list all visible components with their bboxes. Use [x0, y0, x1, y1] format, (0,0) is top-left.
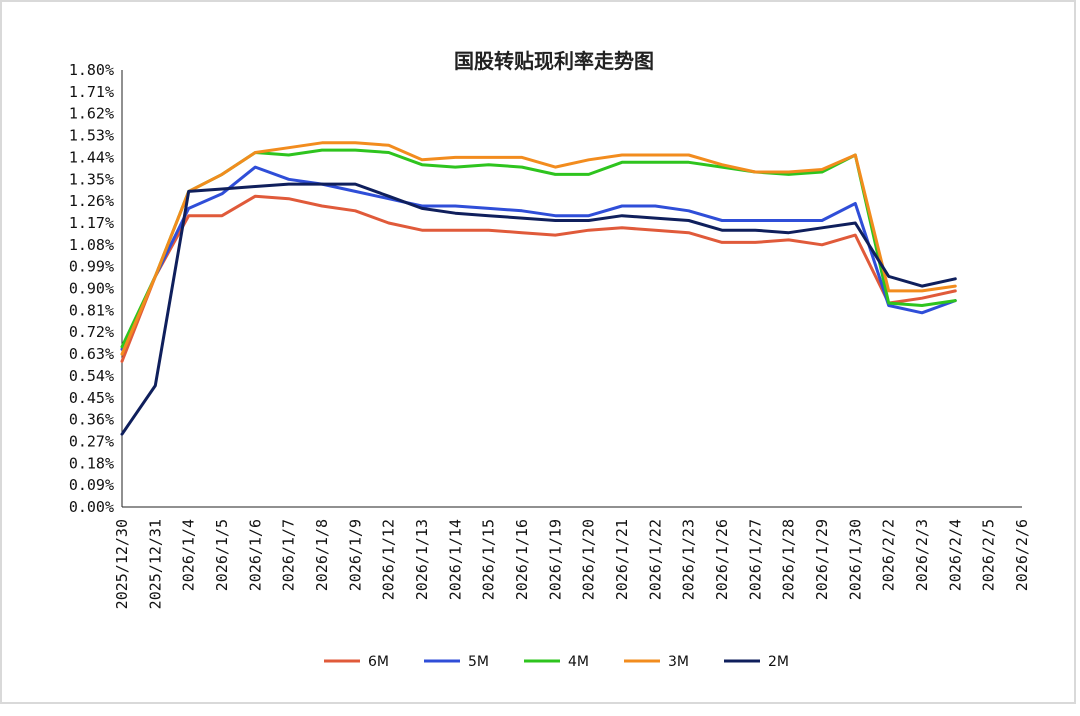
y-tick-label: 1.53% — [69, 127, 114, 145]
x-tick-label: 2026/1/30 — [846, 519, 864, 600]
y-tick-label: 0.99% — [69, 258, 114, 276]
x-tick-label: 2026/1/12 — [380, 519, 398, 600]
x-tick-label: 2026/1/4 — [180, 519, 198, 591]
x-tick-label: 2026/1/8 — [313, 519, 331, 591]
y-tick-label: 1.71% — [69, 83, 114, 101]
y-tick-label: 1.17% — [69, 214, 114, 232]
legend: 6M 5M 4M 3M 2M — [324, 654, 789, 670]
x-tick-label: 2026/1/21 — [613, 519, 631, 600]
y-tick-label: 0.45% — [69, 389, 114, 407]
x-tick-label: 2026/2/3 — [913, 519, 931, 591]
legend-label-6M: 6M — [368, 654, 389, 670]
series-line-6M — [120, 194, 957, 363]
x-tick-label: 2026/1/14 — [446, 519, 464, 600]
x-tick-label: 2026/1/6 — [246, 519, 264, 591]
x-tick-label: 2026/1/28 — [780, 519, 798, 600]
y-tick-label: 1.26% — [69, 192, 114, 210]
y-tick-label: 0.54% — [69, 367, 114, 385]
x-tick-label: 2025/12/31 — [146, 519, 164, 609]
x-tick-label: 2026/1/5 — [213, 519, 231, 591]
y-tick-label: 1.80% — [69, 61, 114, 79]
y-axis: 0.00% 0.09% 0.18% 0.27% 0.36% 0.45% 0.54% 0.63%… — [69, 61, 123, 516]
chart-title: 国股转贴现利率走势图 — [454, 49, 654, 73]
x-tick-label: 2025/12/30 — [113, 519, 131, 609]
y-tick-label: 1.44% — [69, 148, 114, 166]
series-line-4M — [120, 148, 957, 349]
x-tick-label: 2026/1/22 — [646, 519, 664, 600]
x-tick-label: 2026/1/13 — [413, 519, 431, 600]
y-tick-label: 0.36% — [69, 411, 114, 429]
y-tick-label: 1.62% — [69, 105, 114, 123]
chart-frame: 国股转贴现利率走势图 0.00% 0.09% 0.18% 0.27% 0.36% 0.45… — [0, 0, 1076, 704]
legend-label-5M: 5M — [468, 654, 489, 670]
legend-label-2M: 2M — [768, 654, 789, 670]
line-chart: 国股转贴现利率走势图 0.00% 0.09% 0.18% 0.27% 0.36% 0.45… — [69, 49, 1031, 670]
x-tick-label: 2026/1/19 — [546, 519, 564, 600]
x-tick-label: 2026/1/23 — [680, 519, 698, 600]
x-tick-label: 2026/2/2 — [880, 519, 898, 591]
y-tick-label: 0.27% — [69, 432, 114, 450]
x-tick-label: 2026/1/27 — [746, 519, 764, 600]
y-tick-label: 0.18% — [69, 454, 114, 472]
x-axis: 2025/12/30 2025/12/31 2026/1/4 2026/1/5 2026… — [113, 506, 1031, 609]
x-tick-label: 2026/2/6 — [1013, 519, 1031, 591]
x-tick-label: 2026/1/20 — [580, 519, 598, 600]
x-tick-label: 2026/2/5 — [980, 519, 998, 591]
y-tick-label: 1.35% — [69, 170, 114, 188]
legend-label-3M: 3M — [668, 654, 689, 670]
y-tick-label: 0.63% — [69, 345, 114, 363]
y-tick-label: 0.09% — [69, 476, 114, 494]
y-tick-label: 0.90% — [69, 280, 114, 298]
y-tick-label: 0.00% — [69, 498, 114, 516]
series-layer — [120, 141, 957, 436]
x-tick-label: 2026/1/16 — [513, 519, 531, 600]
y-tick-label: 0.81% — [69, 301, 114, 319]
series-line-3M — [120, 141, 957, 356]
x-tick-label: 2026/1/29 — [813, 519, 831, 600]
x-tick-label: 2026/1/7 — [280, 519, 298, 591]
y-tick-label: 0.72% — [69, 323, 114, 341]
legend-label-4M: 4M — [568, 654, 589, 670]
series-line-2M — [120, 182, 957, 436]
series-line-5M — [120, 165, 957, 351]
y-tick-label: 1.08% — [69, 236, 114, 254]
x-tick-label: 2026/1/9 — [346, 519, 364, 591]
x-tick-label: 2026/1/15 — [480, 519, 498, 600]
x-tick-label: 2026/2/4 — [946, 519, 964, 591]
x-tick-label: 2026/1/26 — [713, 519, 731, 600]
